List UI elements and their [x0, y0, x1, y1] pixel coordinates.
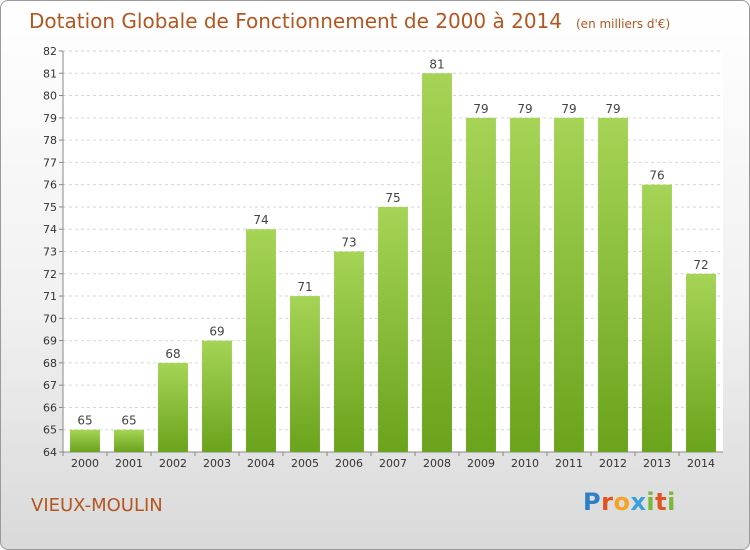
data-label: 74	[253, 213, 268, 227]
bar	[114, 429, 144, 452]
bars	[70, 73, 716, 453]
x-tick-label: 2007	[379, 457, 407, 470]
bar	[158, 362, 188, 452]
bar	[598, 117, 628, 452]
logo-letter: i	[646, 488, 656, 516]
bar	[422, 73, 452, 453]
data-label: 72	[693, 258, 708, 272]
y-tick-label: 82	[43, 45, 57, 58]
data-label: 75	[385, 191, 400, 205]
logo-letter: i	[667, 488, 676, 516]
commune-name: VIEUX-MOULIN	[31, 495, 163, 516]
logo-letter: r	[601, 488, 614, 516]
bar	[202, 340, 232, 452]
x-tick-label: 2004	[247, 457, 275, 470]
y-tick-label: 78	[43, 134, 57, 147]
logo-letter: P	[583, 488, 602, 516]
x-tick-label: 2008	[423, 457, 451, 470]
bar	[378, 206, 408, 452]
y-tick-label: 72	[43, 268, 57, 281]
x-tick-label: 2013	[643, 457, 671, 470]
x-tick-label: 2012	[599, 457, 627, 470]
y-tick-label: 67	[43, 379, 57, 392]
data-label: 81	[429, 57, 444, 71]
logo-letter: x	[630, 488, 647, 516]
data-labels: 65 65 68 69 74 71 73 75 81 79 79 79 79 76 72	[77, 57, 708, 427]
bar	[70, 429, 100, 452]
bar	[246, 229, 276, 452]
proxiti-logo[interactable]: Proxiti	[583, 488, 676, 516]
bar	[510, 117, 540, 452]
y-tick-label: 66	[43, 401, 57, 414]
x-tick-label: 2003	[203, 457, 231, 470]
y-tick-label: 80	[43, 90, 57, 103]
logo-letter: o	[613, 488, 631, 516]
x-tick-label: 2005	[291, 457, 319, 470]
data-label: 73	[341, 236, 356, 250]
data-label: 65	[77, 414, 92, 428]
y-tick-label: 68	[43, 357, 57, 370]
data-label: 79	[517, 102, 532, 116]
x-tick-label: 2011	[555, 457, 583, 470]
x-tick-label: 2006	[335, 457, 363, 470]
y-tick-label: 65	[43, 424, 57, 437]
chart-unit-label: (en milliers d'€)	[576, 17, 671, 31]
x-tick-label: 2014	[687, 457, 715, 470]
data-label: 79	[473, 102, 488, 116]
x-tick-label: 2010	[511, 457, 539, 470]
bar	[466, 117, 496, 452]
y-tick-label: 76	[43, 179, 57, 192]
bar	[290, 296, 320, 452]
y-tick-label: 77	[43, 156, 57, 169]
x-tick-label: 2009	[467, 457, 495, 470]
y-tick-label: 74	[43, 223, 57, 236]
x-tick-label: 2001	[115, 457, 143, 470]
data-label: 79	[605, 102, 620, 116]
y-tick-label: 75	[43, 201, 57, 214]
data-label: 69	[209, 325, 224, 339]
y-tick-label: 71	[43, 290, 57, 303]
data-label: 68	[165, 347, 180, 361]
x-tick-label: 2002	[159, 457, 187, 470]
data-label: 71	[297, 280, 312, 294]
chart-title-text: Dotation Globale de Fonctionnement de 20…	[29, 9, 562, 33]
bar	[554, 117, 584, 452]
data-label: 76	[649, 169, 664, 183]
y-tick-label: 79	[43, 112, 57, 125]
x-tick-label: 2000	[71, 457, 99, 470]
data-label: 65	[121, 414, 136, 428]
y-tick-label: 64	[43, 446, 57, 459]
bar	[686, 273, 716, 452]
y-tick-label: 70	[43, 312, 57, 325]
data-label: 79	[561, 102, 576, 116]
y-tick-label: 69	[43, 335, 57, 348]
bar	[334, 251, 364, 452]
chart-title: Dotation Globale de Fonctionnement de 20…	[29, 9, 670, 33]
bar	[642, 184, 672, 452]
y-tick-label: 81	[43, 67, 57, 80]
logo-letter: t	[655, 488, 668, 516]
y-tick-label: 73	[43, 246, 57, 259]
